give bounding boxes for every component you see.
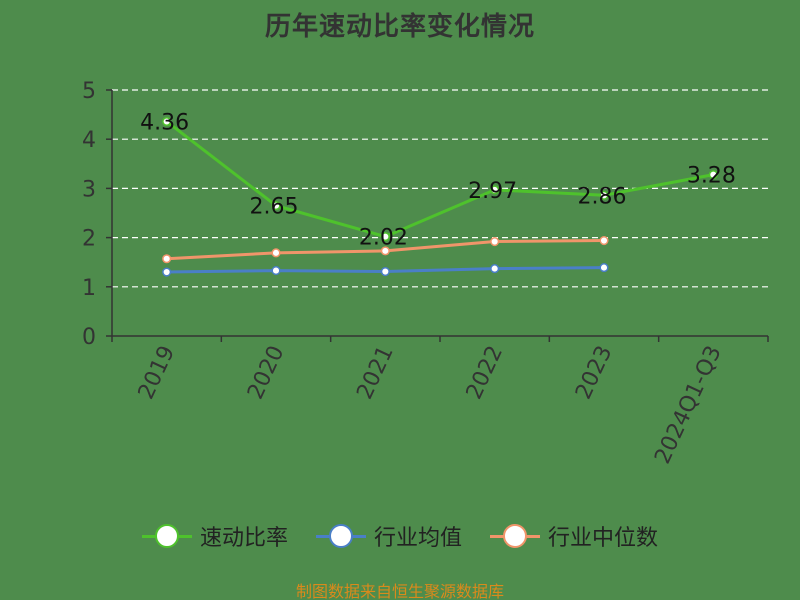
legend-swatch-industry-median [490,521,540,551]
data-label: 4.36 [140,110,189,135]
data-label: 2.97 [468,179,517,204]
series-0-point [490,185,500,195]
series-2-point [271,248,281,258]
series-0-point [708,170,718,180]
legend-item-quick-ratio[interactable]: 速动比率 [141,520,288,552]
chart-title: 历年速动比率变化情况 [264,12,535,42]
x-tick-label: 2021 [352,342,398,403]
legend-label-industry-mean: 行业均值 [373,526,462,551]
x-tick-label: 2023 [571,342,617,403]
y-tick-label: 1 [82,276,96,301]
source-note: 制图数据来自恒生聚源数据库 [295,582,504,600]
legend-item-industry-median[interactable]: 行业中位数 [490,520,658,552]
x-tick-label: 2019 [134,342,180,403]
series-1-point [271,266,281,276]
data-label: 2.02 [359,226,408,251]
series-line-0 [165,120,714,239]
series-0-point [271,201,281,211]
series-1-point [380,266,390,277]
legend-swatch-quick-ratio [141,521,192,551]
legend-swatch-industry-mean [315,521,366,551]
legend-label-quick-ratio: 速动比率 [199,526,288,551]
series-0-point [162,116,172,127]
x-tick-label: 2024Q1-Q3 [650,342,726,468]
y-tick-label: 0 [82,325,96,350]
data-label: 2.86 [578,184,627,209]
y-tick-label: 2 [82,227,96,252]
legend-item-industry-mean[interactable]: 行业均值 [315,520,462,552]
legend: 速动比率 行业均值 行业中位数 [0,520,800,552]
series-0-point [380,232,390,242]
y-tick-label: 3 [82,177,96,202]
series-2-point [490,236,500,247]
data-label: 3.28 [687,164,736,189]
series-1-point [599,263,609,273]
series-2-point [162,254,172,264]
legend-label-industry-median: 行业中位数 [548,526,659,551]
x-tick-label: 2022 [462,342,508,403]
y-tick-label: 4 [82,128,96,153]
series-2-point [380,246,390,256]
series-1-point [162,267,172,277]
data-label: 2.65 [250,195,299,220]
series-1-point [490,264,500,274]
x-tick-label: 2020 [243,342,289,403]
series-2-point [599,236,609,246]
y-tick-label: 5 [82,79,96,104]
series-0-point [599,190,609,200]
